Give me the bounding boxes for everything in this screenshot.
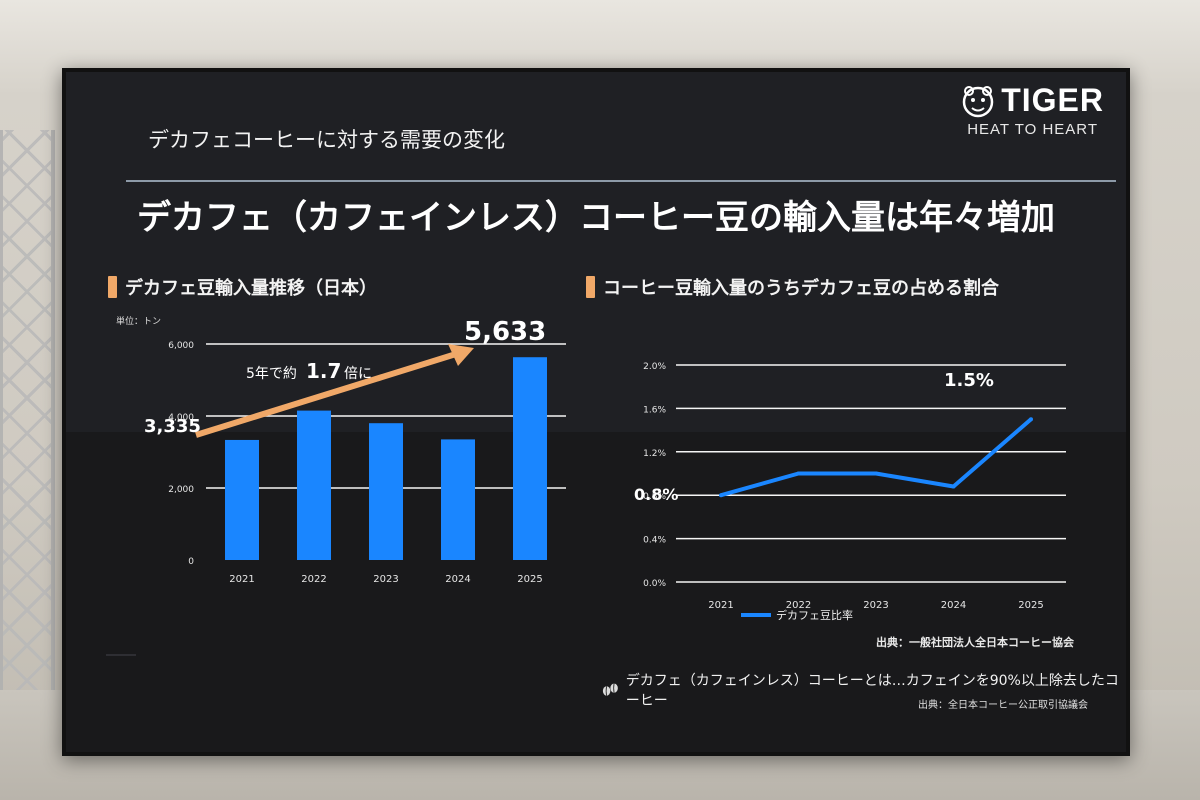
header-rule bbox=[126, 180, 1116, 182]
bar-y-ticks: 0 2,000 4,000 6,000 bbox=[168, 341, 194, 567]
right-panel-title: コーヒー豆輸入量のうちデカフェ豆の占める割合 bbox=[586, 274, 999, 300]
end-value-label: 5,633 bbox=[464, 317, 546, 347]
line-start-label: 0.8% bbox=[634, 485, 678, 504]
unit-label: 単位：トン bbox=[116, 315, 161, 327]
decaf-ratio-line bbox=[720, 417, 1033, 498]
line-y-tick-label: 0.0% bbox=[643, 579, 666, 589]
bar-2024 bbox=[441, 439, 475, 560]
bar-y-tick-label: 0 bbox=[188, 557, 194, 567]
line-x-ticks: 2021 2022 2023 2024 2025 bbox=[708, 600, 1043, 611]
line-x-tick-label: 2024 bbox=[941, 600, 966, 611]
bar-x-tick-label: 2025 bbox=[517, 574, 542, 585]
bar-y-tick-label: 4,000 bbox=[168, 413, 194, 423]
line-point-2025 bbox=[1029, 417, 1033, 422]
line-points bbox=[719, 417, 1033, 498]
left-panel-title-text: デカフェ豆輸入量推移（日本） bbox=[125, 278, 377, 299]
line-point-2021 bbox=[719, 493, 723, 498]
bar-2021 bbox=[225, 439, 259, 560]
decaf-ratio-line-chart: 0.0%0.4%0.8%1.2%1.6%2.0% 2021 2022 2023 202… bbox=[634, 362, 1066, 622]
bar-y-tick-label: 2,000 bbox=[168, 485, 194, 495]
footnote: デカフェ（カフェインレス）コーヒーとは…カフェインを90%以上除去したコーヒー bbox=[601, 670, 1126, 710]
chart-source: 出典：一般社団法人全日本コーヒー協会 bbox=[876, 636, 1074, 649]
bar-y-tick-label: 6,000 bbox=[168, 341, 194, 351]
line-gridlines bbox=[676, 364, 1066, 583]
screen-mark bbox=[106, 654, 136, 656]
bar-x-ticks: 2021 2022 2023 2024 2025 bbox=[229, 574, 542, 585]
line-x-tick-label: 2022 bbox=[786, 600, 811, 611]
line-y-tick-label: 2.0% bbox=[643, 362, 666, 372]
bar-2022 bbox=[297, 410, 331, 560]
callout-value: 1.7 bbox=[306, 359, 341, 383]
bar-2025 bbox=[513, 357, 547, 560]
line-x-tick-label: 2023 bbox=[863, 600, 888, 611]
tiger-face-icon bbox=[962, 85, 994, 117]
callout-suffix: 倍に bbox=[344, 366, 372, 382]
bar-x-tick-label: 2024 bbox=[445, 574, 470, 585]
coffee-bean-icon bbox=[602, 683, 618, 696]
logo-tagline: HEAT TO HEART bbox=[967, 121, 1099, 138]
footnote-source: 出典：全日本コーヒー公正取引協議会 bbox=[918, 700, 1088, 711]
slide-headline: デカフェ（カフェインレス）コーヒー豆の輸入量は年々増加 bbox=[137, 198, 1055, 238]
line-y-ticks: 0.0% 0.4% 0.8% 1.2% 1.6% 2.0% bbox=[643, 362, 666, 589]
line-x-tick-label: 2025 bbox=[1018, 600, 1043, 611]
start-value-label: 3,335 bbox=[144, 416, 201, 437]
line-y-tick-label: 0.4% bbox=[643, 536, 666, 546]
bar-series bbox=[225, 357, 547, 560]
bar-x-tick-label: 2021 bbox=[229, 574, 254, 585]
footnote-text: デカフェ（カフェインレス）コーヒーとは…カフェインを90%以上除去したコーヒー bbox=[625, 673, 1119, 709]
line-y-tick-label: 1.2% bbox=[643, 449, 666, 459]
right-panel-title-text: コーヒー豆輸入量のうちデカフェ豆の占める割合 bbox=[603, 278, 999, 299]
line-point-2023 bbox=[874, 471, 878, 476]
callout-prefix: 5年で約 bbox=[246, 366, 297, 382]
line-x-tick-label: 2021 bbox=[708, 600, 733, 611]
line-y-tick-label: 1.6% bbox=[643, 405, 666, 415]
line-y-tick-label: 0.8% bbox=[643, 492, 666, 502]
line-end-label: 1.5% bbox=[944, 370, 994, 391]
presentation-screen: デカフェコーヒーに対する需要の変化 TIGER HEAT TO HEART デカ… bbox=[62, 68, 1130, 756]
brand-logo: TIGER HEAT TO HEART bbox=[961, 82, 1104, 138]
growth-arrow-head bbox=[448, 344, 474, 366]
bar-x-tick-label: 2022 bbox=[301, 574, 326, 585]
legend-label: デカフェ豆比率 bbox=[776, 608, 853, 622]
left-panel-title: デカフェ豆輸入量推移（日本） bbox=[108, 274, 377, 300]
title-accent-bar bbox=[586, 276, 595, 298]
bar-x-tick-label: 2023 bbox=[373, 574, 398, 585]
growth-arrow bbox=[195, 351, 457, 438]
bar-2023 bbox=[369, 423, 403, 560]
title-accent-bar bbox=[108, 276, 117, 298]
stage-truss bbox=[0, 130, 55, 690]
line-point-2022 bbox=[796, 471, 801, 476]
logo-wordmark: TIGER bbox=[1001, 82, 1104, 118]
slide-topic: デカフェコーヒーに対する需要の変化 bbox=[148, 128, 505, 152]
line-point-2024 bbox=[951, 484, 956, 489]
